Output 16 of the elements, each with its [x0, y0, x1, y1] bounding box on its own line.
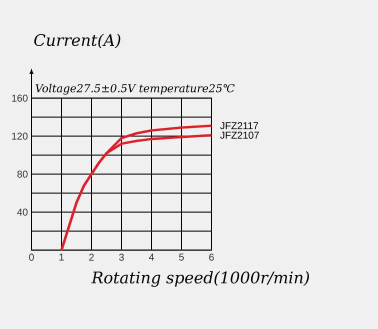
y-tick-label: 160	[12, 94, 28, 102]
x-tick-label: 0	[29, 254, 34, 261]
x-tick-label: 5	[179, 254, 184, 261]
series-label: JFZ2117	[220, 122, 258, 130]
y-tick-label: 80	[17, 170, 28, 178]
y-axis-title: Current(A)	[34, 34, 120, 48]
y-tick-label: 120	[12, 132, 28, 140]
x-tick-label: 4	[148, 254, 154, 261]
x-tick-label: 3	[119, 254, 124, 261]
x-tick-label: 6	[209, 254, 214, 261]
text: Voltage27.5±0.5V temperature25℃	[36, 84, 235, 95]
y-tick-label: 40	[17, 208, 28, 216]
x-tick-label: 2	[89, 254, 94, 261]
series-label: JFZ2107	[220, 132, 259, 139]
x-tick-label: 1	[59, 254, 64, 261]
x-axis-title: Rotating speed(1000r/min)	[91, 271, 309, 287]
